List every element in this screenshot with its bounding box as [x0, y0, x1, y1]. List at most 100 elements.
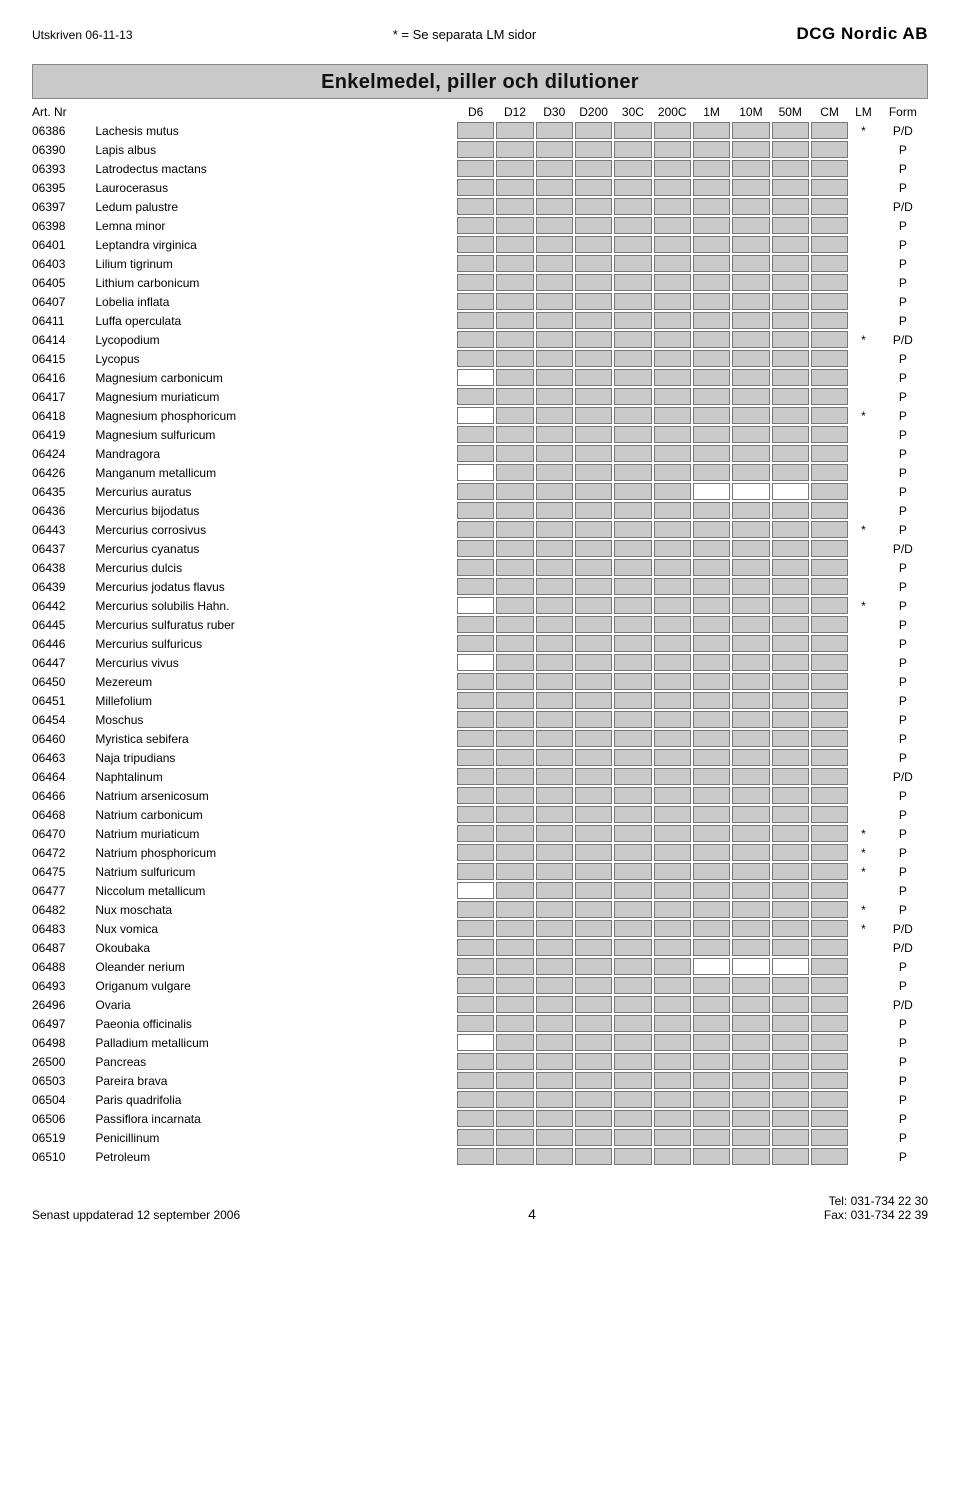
potency-box [536, 1110, 573, 1127]
cell-potency [731, 615, 770, 634]
potency-box [654, 692, 691, 709]
cell-name: Okoubaka [95, 938, 456, 957]
cell-potency [495, 349, 534, 368]
potency-box [772, 483, 809, 500]
cell-potency [574, 1071, 613, 1090]
potency-box [654, 1110, 691, 1127]
cell-potency [771, 254, 810, 273]
cell-potency [731, 444, 770, 463]
cell-art: 06464 [32, 767, 95, 786]
potency-box [693, 236, 730, 253]
potency-box [772, 1053, 809, 1070]
cell-potency [456, 748, 495, 767]
cell-art: 06487 [32, 938, 95, 957]
footer-contact: Tel: 031-734 22 30 Fax: 031-734 22 39 [824, 1194, 928, 1222]
potency-box [575, 863, 612, 880]
cell-potency [456, 140, 495, 159]
cell-potency [613, 938, 652, 957]
potency-box [575, 711, 612, 728]
cell-potency [771, 463, 810, 482]
cell-potency [613, 653, 652, 672]
potency-box [614, 939, 651, 956]
cell-lm: * [849, 520, 877, 539]
potency-box [536, 236, 573, 253]
cell-potency [692, 881, 731, 900]
potency-box [693, 806, 730, 823]
cell-art: 06445 [32, 615, 95, 634]
cell-potency [731, 1128, 770, 1147]
potency-box [457, 1148, 494, 1165]
cell-potency [771, 140, 810, 159]
cell-potency [574, 368, 613, 387]
cell-potency [613, 672, 652, 691]
potency-box [575, 787, 612, 804]
cell-lm: * [849, 330, 877, 349]
cell-potency [692, 368, 731, 387]
table-body: 06386Lachesis mutus*P/D06390Lapis albusP… [32, 121, 928, 1166]
cell-potency [692, 1090, 731, 1109]
cell-potency [495, 539, 534, 558]
cell-potency [731, 710, 770, 729]
potency-box [575, 426, 612, 443]
potency-box [575, 749, 612, 766]
cell-potency [535, 482, 574, 501]
cell-form: P [878, 368, 928, 387]
potency-box [575, 1072, 612, 1089]
potency-box [614, 160, 651, 177]
potency-box [654, 654, 691, 671]
print-date: Utskriven 06-11-13 [32, 28, 133, 42]
cell-potency [653, 311, 692, 330]
potency-box [575, 1015, 612, 1032]
potency-box [496, 1072, 533, 1089]
potency-box [772, 939, 809, 956]
cell-potency [771, 197, 810, 216]
cell-potency [810, 881, 849, 900]
potency-box [811, 863, 848, 880]
cell-potency [810, 140, 849, 159]
cell-form: P [878, 881, 928, 900]
cell-name: Lapis albus [95, 140, 456, 159]
cell-potency [495, 520, 534, 539]
cell-potency [456, 368, 495, 387]
table-row: 06450MezereumP [32, 672, 928, 691]
cell-potency [574, 1109, 613, 1128]
footer-phone: Tel: 031-734 22 30 [824, 1194, 928, 1208]
cell-potency [495, 482, 534, 501]
potency-box [614, 521, 651, 538]
cell-form: P [878, 843, 928, 862]
cell-potency [731, 957, 770, 976]
potency-box [811, 787, 848, 804]
potency-box [496, 768, 533, 785]
potency-box [654, 1148, 691, 1165]
potency-box [772, 502, 809, 519]
cell-potency [653, 634, 692, 653]
cell-lm [849, 178, 877, 197]
potency-box [614, 825, 651, 842]
potency-box [693, 198, 730, 215]
cell-potency [731, 786, 770, 805]
potency-box [575, 1148, 612, 1165]
cell-potency [613, 615, 652, 634]
cell-potency [535, 843, 574, 862]
potency-box [614, 236, 651, 253]
cell-potency [692, 463, 731, 482]
cell-name: Oleander nerium [95, 957, 456, 976]
cell-potency [574, 216, 613, 235]
cell-potency [495, 1071, 534, 1090]
cell-potency [810, 615, 849, 634]
cell-potency [495, 330, 534, 349]
potency-box [693, 122, 730, 139]
cell-potency [574, 691, 613, 710]
cell-potency [810, 482, 849, 501]
cell-art: 06470 [32, 824, 95, 843]
cell-potency [495, 634, 534, 653]
cell-name: Pareira brava [95, 1071, 456, 1090]
cell-potency [731, 1109, 770, 1128]
cell-potency [653, 159, 692, 178]
table-row: 06397Ledum palustreP/D [32, 197, 928, 216]
cell-potency [731, 577, 770, 596]
cell-potency [810, 368, 849, 387]
cell-potency [653, 197, 692, 216]
potency-box [811, 293, 848, 310]
potency-box [457, 1129, 494, 1146]
